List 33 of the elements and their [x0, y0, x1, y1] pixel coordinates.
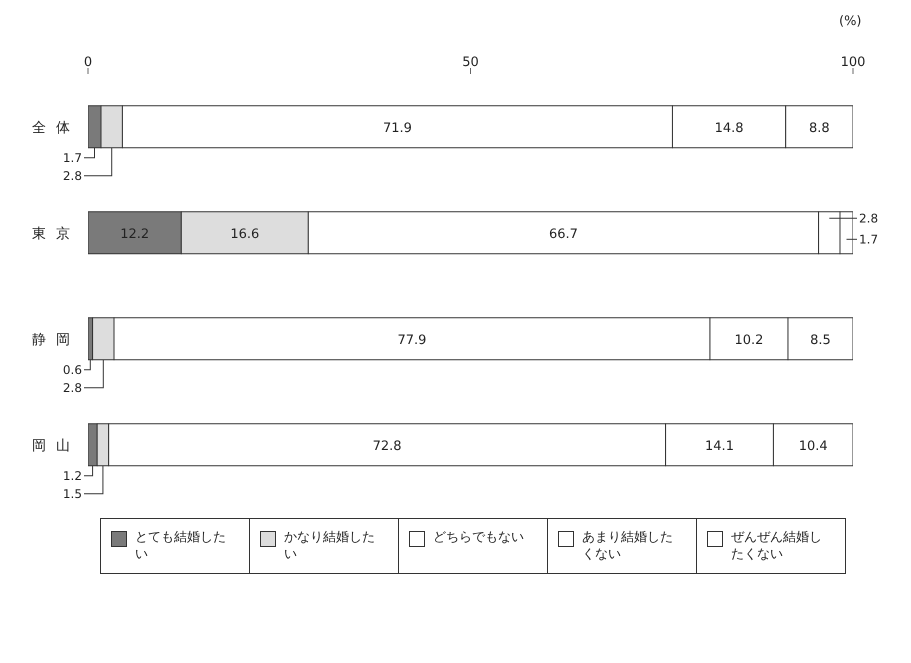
data-label: 12.2	[120, 226, 150, 242]
data-label: 2.8	[62, 168, 82, 183]
x-tick-label: 100	[840, 55, 866, 70]
data-label: 2.8	[859, 211, 878, 226]
data-label: 77.9	[398, 332, 426, 348]
y-tick-label: 東京	[32, 226, 80, 242]
legend-label: かなり結婚したい	[284, 529, 376, 563]
data-label: 1.7	[62, 150, 82, 165]
legend-label: どちらでもない	[433, 529, 525, 546]
data-label: 8.8	[808, 120, 830, 136]
data-label: 14.1	[705, 438, 734, 454]
data-label: 10.4	[798, 438, 828, 454]
y-tick-label: 静岡	[32, 332, 80, 348]
data-label: 66.7	[548, 226, 578, 242]
data-label: 1.5	[62, 486, 82, 501]
legend-label: とても結婚したい	[135, 529, 227, 563]
legend-label: ぜんぜん結婚したくない	[731, 529, 823, 563]
data-label: 2.8	[62, 380, 82, 395]
x-axis-title: (%)	[839, 14, 862, 29]
data-label: 1.7	[859, 232, 878, 246]
data-label: 72.8	[372, 438, 402, 454]
y-tick-label: 全体	[32, 120, 80, 136]
x-tick-label: 0	[84, 55, 92, 70]
x-tick-label: 50	[462, 55, 479, 70]
legend-label: あまり結婚したくない	[582, 529, 674, 563]
data-label: 0.6	[62, 362, 82, 377]
data-label: 1.2	[62, 468, 82, 483]
data-label: 10.2	[734, 332, 764, 348]
y-tick-label: 岡山	[32, 438, 80, 454]
data-label: 16.6	[230, 226, 260, 242]
data-label: 8.5	[810, 332, 831, 348]
data-label: 71.9	[382, 120, 412, 136]
data-label: 14.8	[714, 120, 744, 136]
